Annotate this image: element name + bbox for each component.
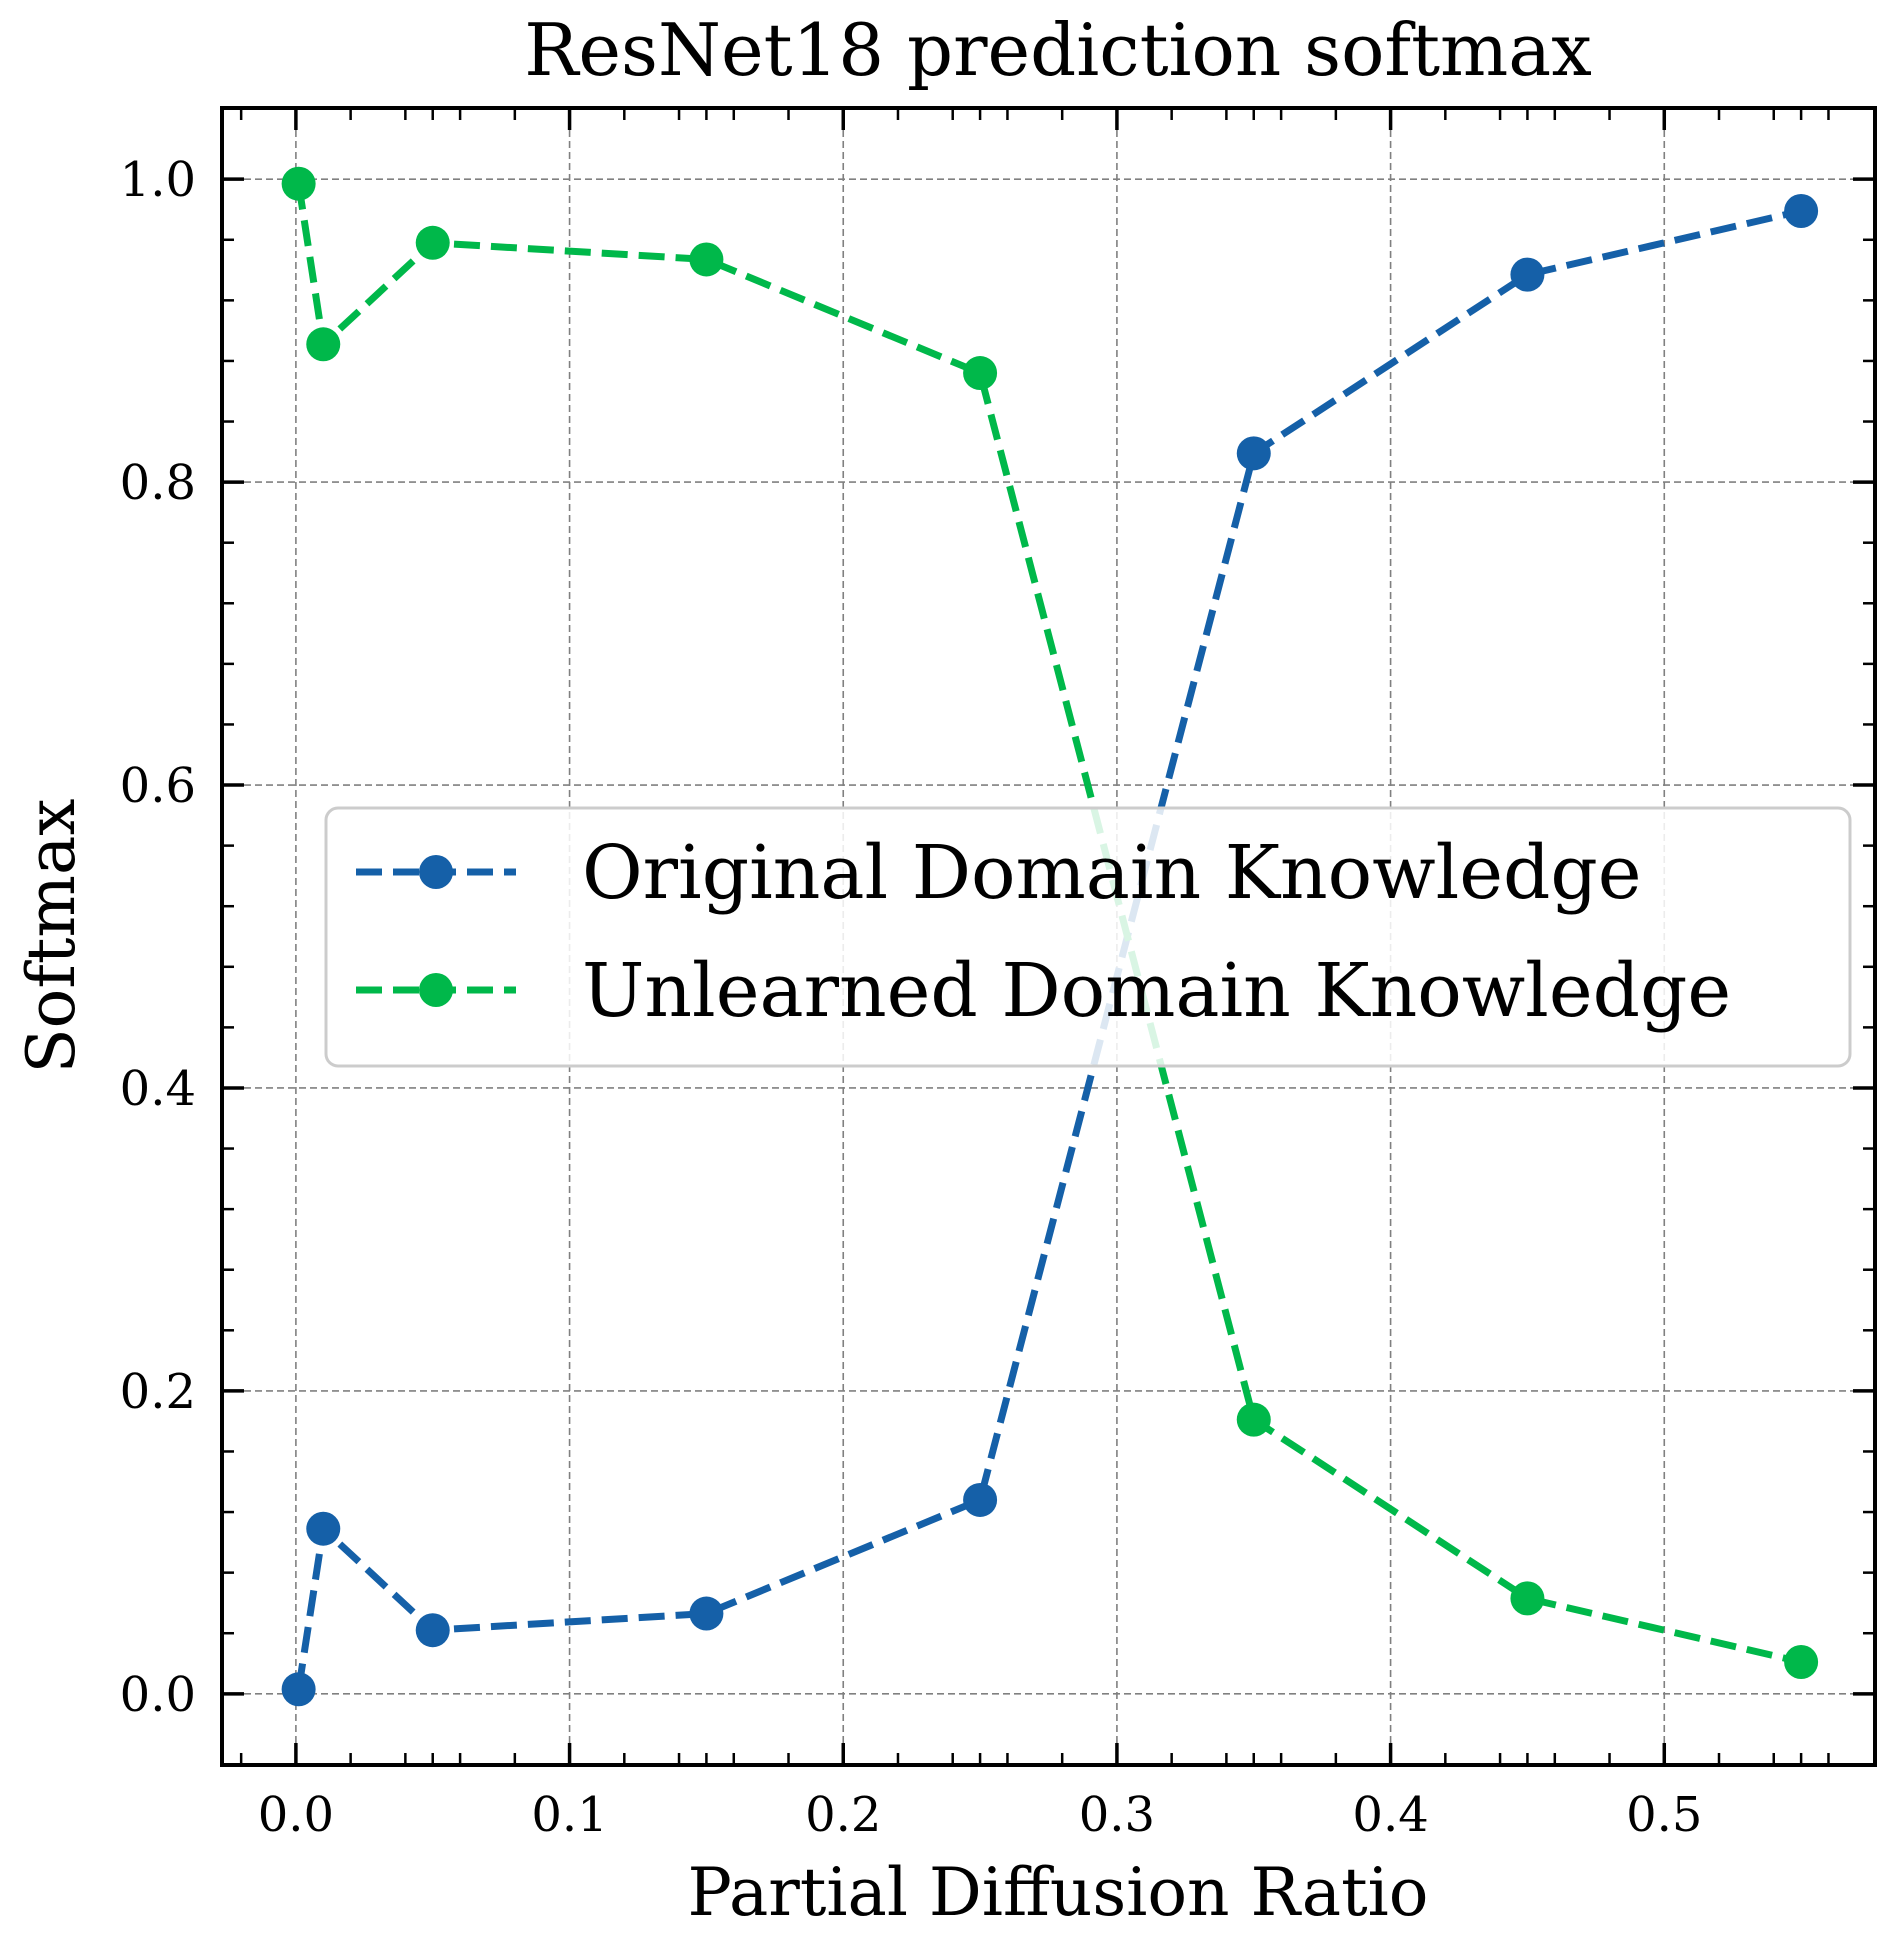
legend-box [324, 806, 1852, 1068]
y-tick-label: 0.4 [120, 1061, 196, 1117]
data-point [963, 356, 998, 391]
y-axis-label: Softmax [13, 798, 90, 1073]
y-tick-label: 0.8 [120, 455, 196, 511]
x-axis-label: Partial Diffusion Ratio [688, 1854, 1429, 1931]
data-point [1236, 436, 1271, 471]
data-point [1510, 1581, 1545, 1616]
data-point [415, 225, 450, 260]
series-line-1 [295, 183, 1802, 1666]
data-point [689, 242, 724, 277]
data-point [415, 1613, 450, 1648]
data-point [281, 166, 316, 201]
series-line-0 [295, 207, 1802, 1690]
x-tick-label: 0.0 [258, 1787, 334, 1843]
x-tick-label: 0.1 [531, 1787, 607, 1843]
tick-labels: 0.0 0.1 0.2 0.3 0.4 0.5 0.0 0.2 0.4 0.6 0.8 1.0 [120, 152, 1703, 1843]
legend-label-unlearned: Unlearned Domain Knowledge [582, 948, 1731, 1034]
legend-marker-original [419, 855, 453, 889]
data-point [306, 327, 341, 362]
chart-title: ResNet18 prediction softmax [524, 8, 1592, 92]
data-point [1510, 257, 1545, 292]
x-tick-label: 0.2 [805, 1787, 881, 1843]
x-tick-label: 0.5 [1626, 1787, 1702, 1843]
plot-frame [220, 106, 1877, 1767]
legend-marker-unlearned [419, 973, 453, 1007]
y-tick-label: 1.0 [120, 152, 196, 208]
data-point [281, 1672, 316, 1707]
data-point [1784, 193, 1819, 228]
data-point [963, 1482, 998, 1517]
data-point [689, 1596, 724, 1631]
data-point [1236, 1402, 1271, 1437]
data-point [306, 1511, 341, 1546]
y-tick-label: 0.0 [120, 1667, 196, 1723]
series-layer [281, 166, 1819, 1707]
y-tick-label: 0.2 [120, 1364, 196, 1420]
data-point [1784, 1645, 1819, 1680]
y-tick-label: 0.6 [120, 758, 196, 814]
x-tick-label: 0.4 [1352, 1787, 1428, 1843]
legend-label-original: Original Domain Knowledge [582, 830, 1642, 916]
x-tick-label: 0.3 [1079, 1787, 1155, 1843]
legend: Original Domain Knowledge Unlearned Doma… [324, 806, 1852, 1068]
